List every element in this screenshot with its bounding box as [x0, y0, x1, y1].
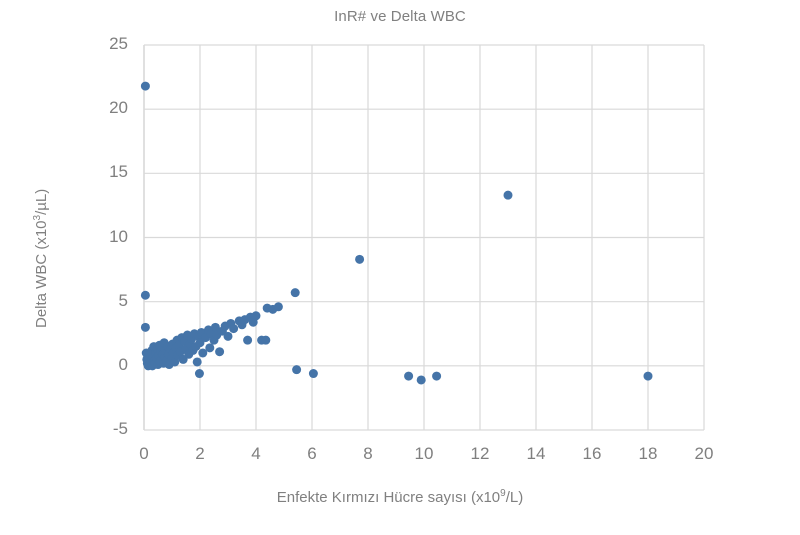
x-tick-label: 12: [470, 444, 490, 463]
data-point: [355, 254, 365, 264]
data-points-group: [140, 81, 653, 385]
data-point: [261, 335, 271, 345]
x-axis-title-tail: /L): [505, 489, 524, 506]
x-axis-title-superscript: 9: [500, 488, 506, 499]
data-point: [140, 290, 150, 300]
x-tick-label: 6: [307, 444, 317, 463]
x-tick-label: 0: [139, 444, 149, 463]
x-tick-label: 16: [582, 444, 602, 463]
y-tick-label: 15: [109, 162, 128, 182]
data-point: [198, 348, 208, 358]
x-tick-label: 14: [526, 444, 546, 463]
data-point: [432, 371, 442, 381]
x-tick-label: 4: [251, 444, 261, 463]
x-axis-title: Enfekte Kırmızı Hücre sayısı (x109/L): [0, 488, 800, 506]
y-tick-label: 10: [109, 226, 128, 246]
x-tick-label: 8: [363, 444, 373, 463]
data-point: [140, 322, 150, 332]
x-tick-label: 20: [694, 444, 714, 463]
y-tick-label: 25: [109, 34, 128, 53]
data-point: [251, 311, 261, 321]
data-point: [229, 324, 239, 334]
y-tick-label: 5: [118, 290, 128, 310]
data-point: [192, 357, 202, 367]
data-point: [308, 369, 318, 379]
data-point: [140, 81, 150, 91]
y-tick-label: 20: [109, 98, 128, 118]
data-point: [205, 343, 215, 353]
x-tick-label: 10: [414, 444, 434, 463]
data-point: [223, 331, 233, 341]
y-tick-label: 0: [118, 354, 128, 374]
data-point: [210, 322, 220, 332]
x-axis-title-main: Enfekte Kırmızı Hücre sayısı (x10: [276, 489, 501, 506]
data-point: [290, 288, 300, 298]
data-point: [273, 302, 283, 312]
chart-title: InR# ve Delta WBC: [334, 8, 466, 25]
data-point: [643, 371, 653, 381]
data-point: [404, 371, 414, 381]
data-point: [503, 190, 513, 200]
data-point: [292, 365, 302, 375]
data-point: [243, 335, 253, 345]
data-point: [215, 347, 225, 357]
data-point: [194, 369, 204, 379]
gridlines: [143, 44, 705, 431]
y-tick-label: -5: [112, 419, 128, 438]
data-point: [416, 375, 426, 385]
x-tick-label: 2: [195, 444, 205, 463]
x-tick-label: 18: [638, 444, 658, 463]
